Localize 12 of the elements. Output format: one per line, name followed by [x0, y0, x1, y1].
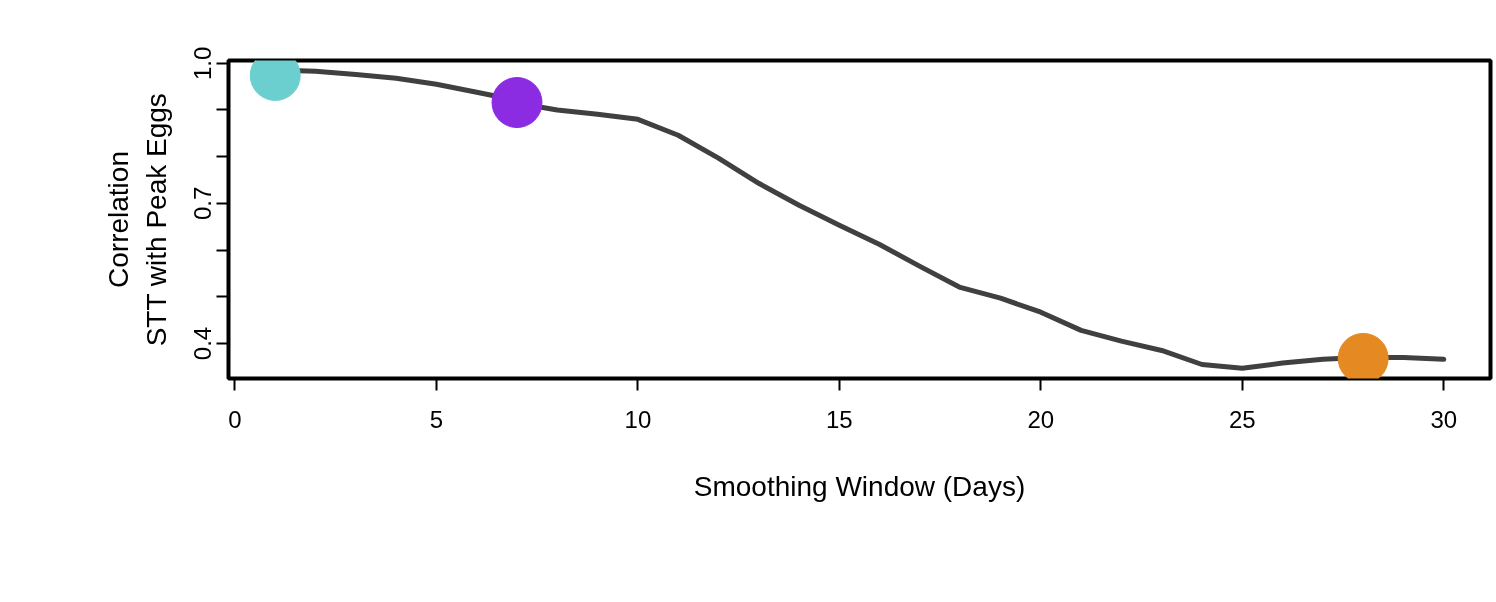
- x-tick-label: 15: [826, 405, 853, 433]
- y-tick-label: 0.7: [189, 186, 217, 221]
- x-tick-label: 25: [1228, 405, 1256, 433]
- y-tick-label: 1.0: [189, 46, 217, 80]
- y-axis-title: Correlation STT with Peak Eggs: [103, 93, 172, 347]
- y-tick-label: 0.4: [189, 326, 217, 361]
- x-tick-label: 20: [1027, 405, 1055, 433]
- x-tick-label: 5: [429, 405, 444, 433]
- x-tick-label: 30: [1430, 405, 1458, 433]
- x-axis-title: Smoothing Window (Days): [693, 470, 1026, 502]
- x-tick-label: 10: [624, 405, 652, 433]
- x-tick-label: 0: [228, 405, 242, 433]
